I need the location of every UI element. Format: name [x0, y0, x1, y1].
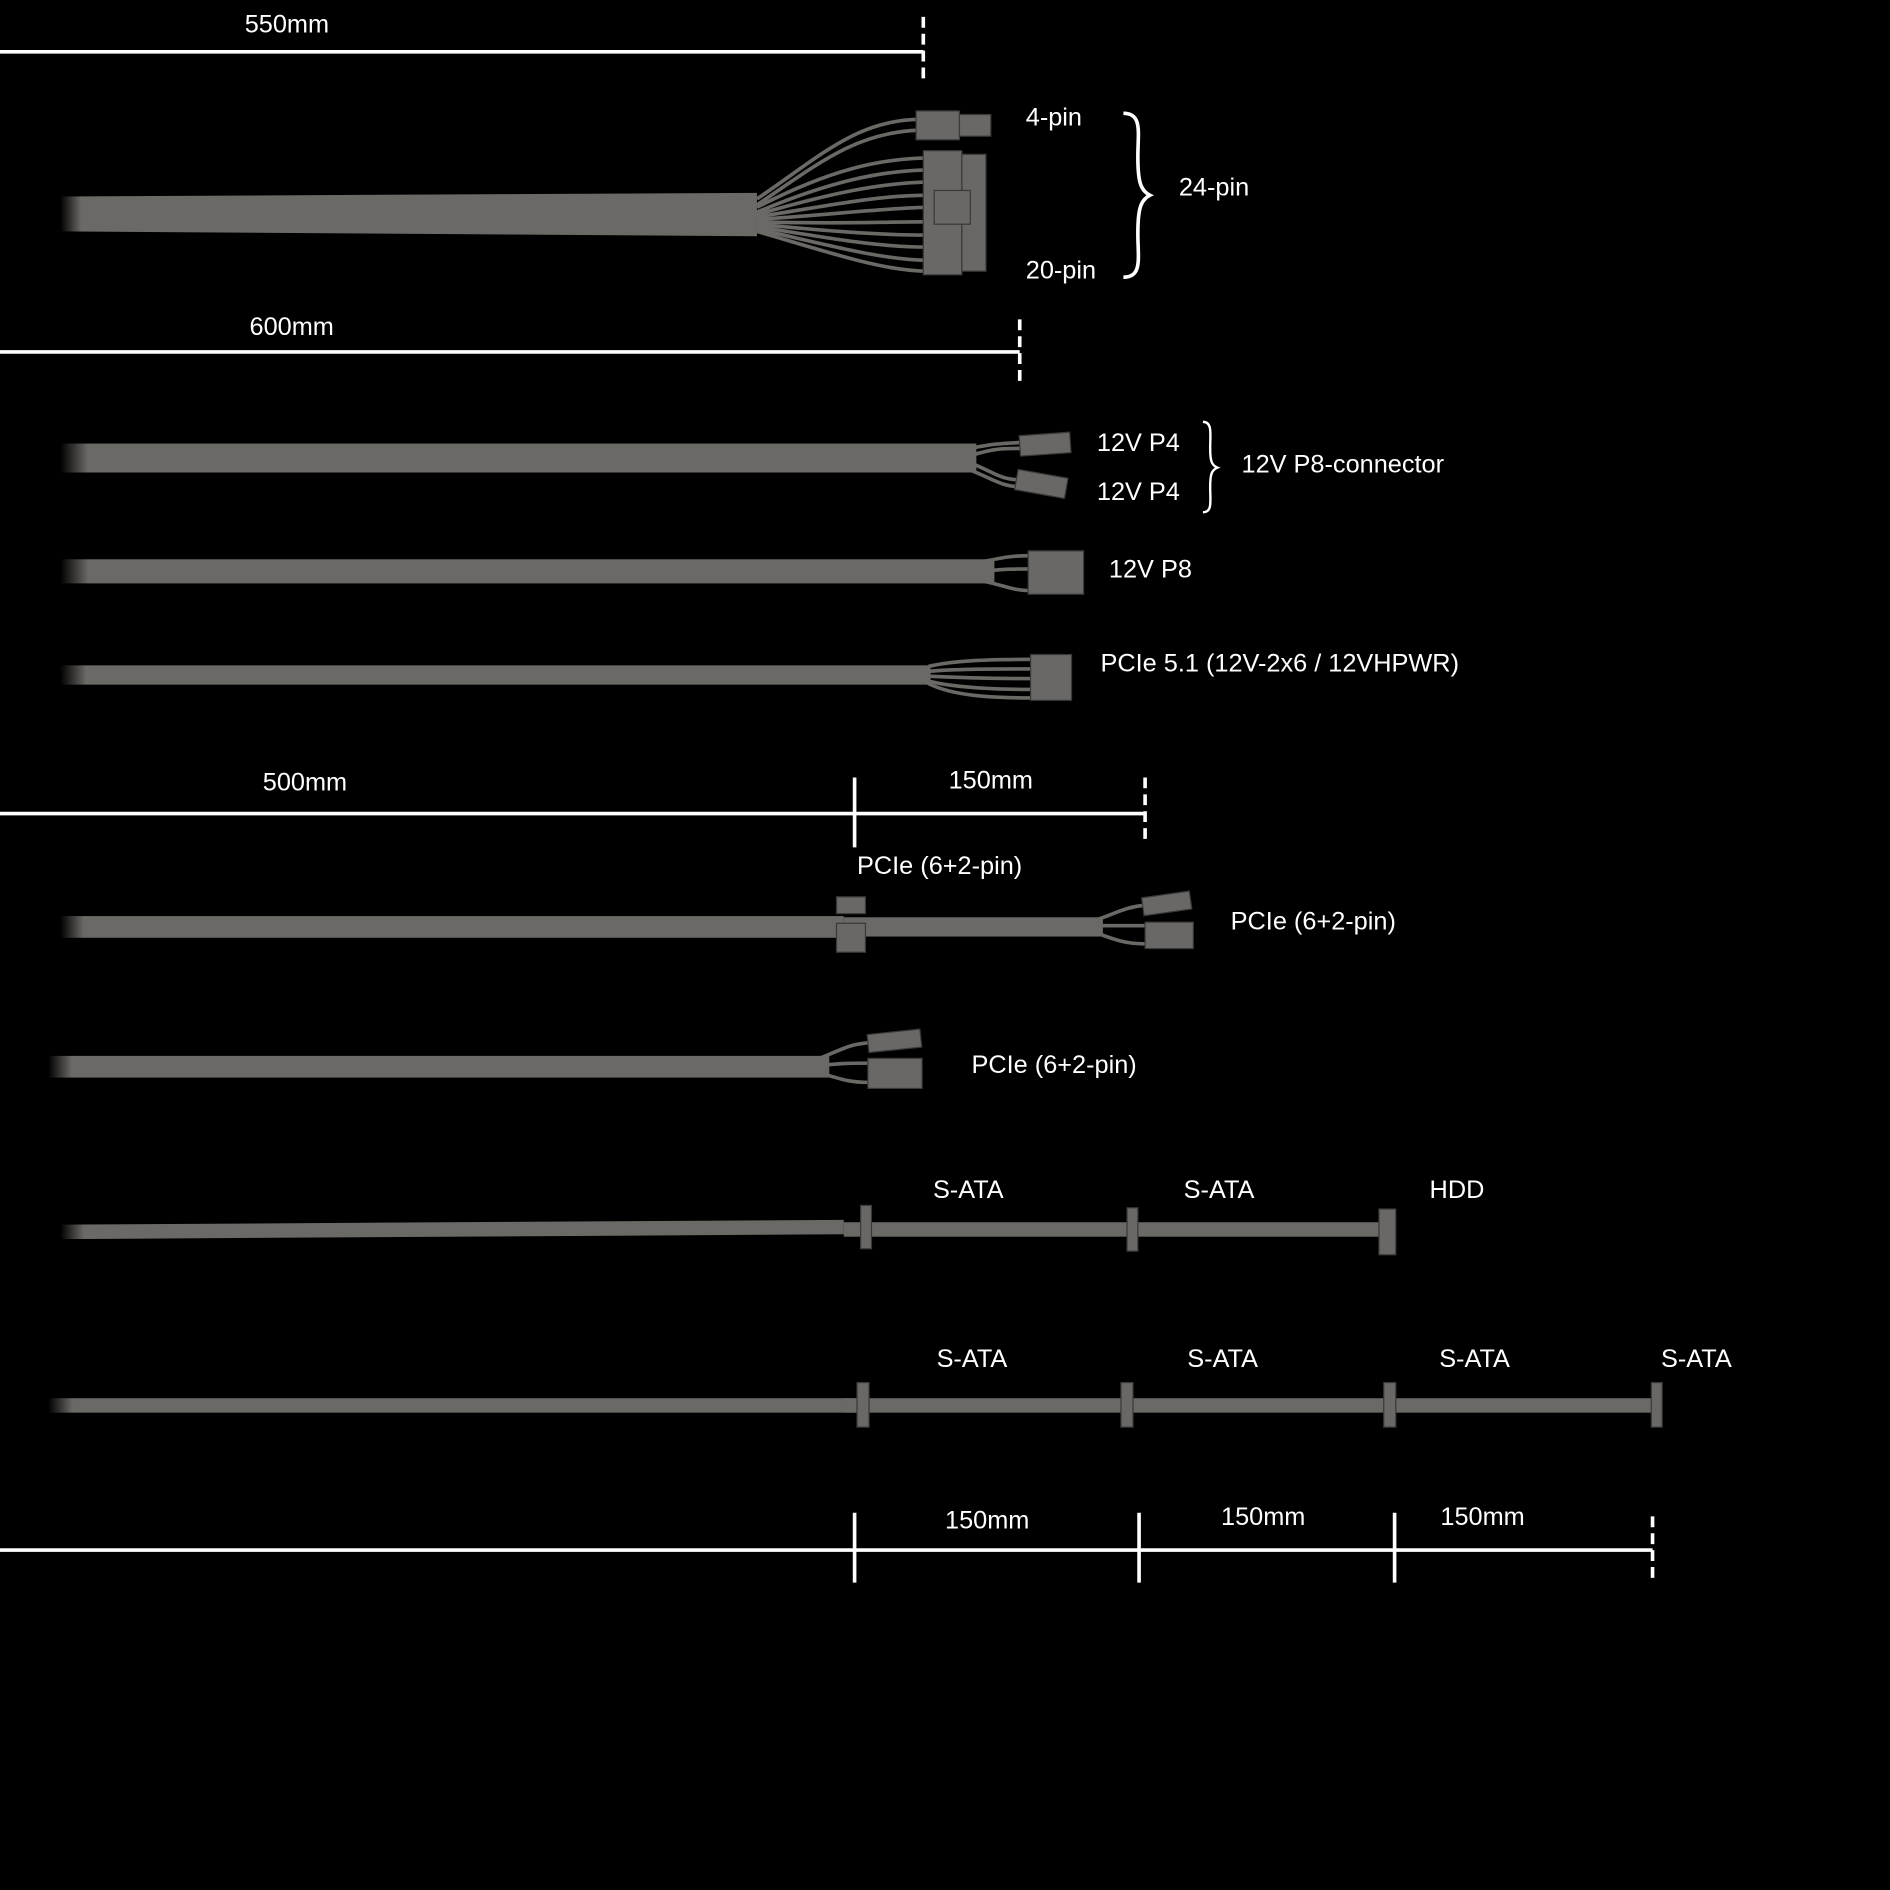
label-pcie51: PCIe 5.1 (12V-2x6 / 12VHPWR)	[1100, 649, 1459, 677]
label-12v-p8: 12V P8	[1109, 555, 1192, 583]
label-sata: S-ATA	[1439, 1345, 1510, 1373]
pcie-daisy-chain-cable	[60, 890, 1194, 953]
label-24pin: 24-pin	[1179, 173, 1249, 201]
dimension-label: 550mm	[245, 11, 329, 39]
sata-connector	[1126, 1207, 1139, 1252]
brace-icon	[1202, 420, 1221, 514]
label-12v-p8-connector: 12V P8-connector	[1242, 451, 1445, 479]
dimension-label: 150mm	[945, 1506, 1029, 1534]
molex-connector	[1378, 1208, 1397, 1256]
dimension-600mm: 600mm	[0, 313, 1022, 384]
eps-4plus4-cable	[60, 431, 1072, 500]
atx-24pin-cable	[60, 110, 992, 276]
sata-cable	[48, 1381, 1663, 1428]
label-12v-p4-a: 12V P4	[1097, 429, 1180, 457]
sata-connector	[1650, 1381, 1663, 1428]
sata-connector	[856, 1381, 870, 1428]
label-sata: S-ATA	[933, 1176, 1004, 1204]
label-sata: S-ATA	[1187, 1345, 1258, 1373]
label-4pin: 4-pin	[1026, 103, 1082, 131]
dimension-label: 150mm	[949, 766, 1033, 794]
sata-connector	[860, 1204, 873, 1250]
pcie-single-cable	[48, 1028, 923, 1090]
label-pcie-end: PCIe (6+2-pin)	[1231, 907, 1396, 935]
eps-8pin-cable	[60, 550, 1085, 595]
dimension-pcie: 500mm 150mm	[0, 766, 1147, 848]
pcie51-cable	[60, 653, 1073, 701]
sata-connector	[1120, 1381, 1134, 1428]
dimension-sata: 150mm 150mm 150mm	[0, 1503, 1655, 1583]
label-pcie-mid: PCIe (6+2-pin)	[857, 852, 1022, 880]
label-sata: S-ATA	[1661, 1345, 1732, 1373]
sata-connector	[1383, 1381, 1397, 1428]
label-sata: S-ATA	[1184, 1176, 1255, 1204]
dimension-label: 150mm	[1440, 1503, 1524, 1531]
atx-4pin-connector	[915, 110, 961, 141]
label-hdd: HDD	[1430, 1176, 1485, 1204]
label-sata: S-ATA	[937, 1345, 1008, 1373]
label-20pin: 20-pin	[1026, 256, 1096, 284]
brace-icon	[1123, 111, 1154, 280]
dimension-label: 600mm	[250, 313, 334, 341]
dimension-label: 150mm	[1221, 1503, 1305, 1531]
label-12v-p4-b: 12V P4	[1097, 478, 1180, 506]
dimension-550mm: 550mm	[0, 11, 926, 82]
dimension-label: 500mm	[263, 769, 347, 797]
label-pcie-single: PCIe (6+2-pin)	[972, 1051, 1137, 1079]
sata-hdd-cable	[60, 1204, 1397, 1256]
